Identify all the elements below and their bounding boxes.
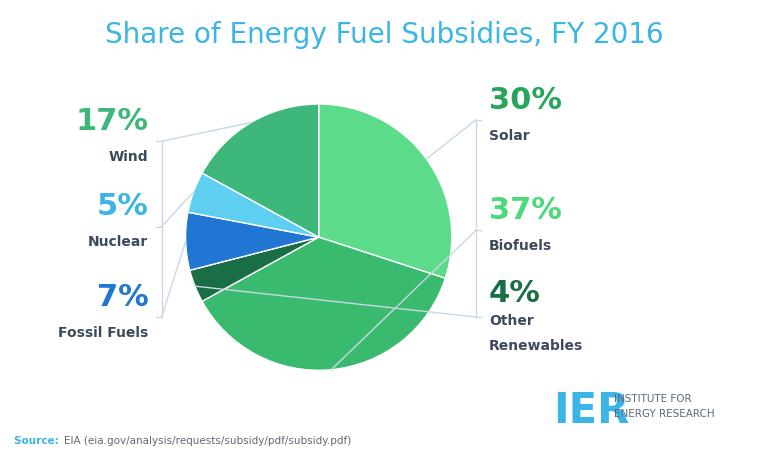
Wedge shape: [188, 173, 319, 237]
Text: Biofuels: Biofuels: [489, 239, 552, 253]
Text: 17%: 17%: [75, 107, 148, 136]
Text: INSTITUTE FOR
ENERGY RESEARCH: INSTITUTE FOR ENERGY RESEARCH: [614, 394, 715, 418]
Text: Wind: Wind: [109, 150, 148, 164]
Text: Fossil Fuels: Fossil Fuels: [58, 326, 148, 340]
Text: Share of Energy Fuel Subsidies, FY 2016: Share of Energy Fuel Subsidies, FY 2016: [104, 21, 664, 49]
Text: 37%: 37%: [489, 196, 562, 225]
Wedge shape: [186, 212, 319, 270]
Text: Source:: Source:: [14, 436, 62, 446]
Text: 7%: 7%: [97, 283, 148, 312]
Wedge shape: [319, 104, 452, 278]
Text: EIA (eia.gov/analysis/requests/subsidy/pdf/subsidy.pdf): EIA (eia.gov/analysis/requests/subsidy/p…: [64, 436, 351, 446]
Text: Solar: Solar: [489, 129, 530, 143]
Text: 5%: 5%: [97, 192, 148, 221]
Text: 4%: 4%: [489, 279, 541, 307]
Text: IER: IER: [553, 391, 629, 432]
Wedge shape: [202, 104, 319, 237]
Text: Nuclear: Nuclear: [88, 235, 148, 250]
Wedge shape: [202, 237, 445, 370]
Text: Other: Other: [489, 314, 534, 328]
Text: Renewables: Renewables: [489, 339, 584, 353]
Text: 30%: 30%: [489, 86, 562, 114]
Wedge shape: [190, 237, 319, 301]
